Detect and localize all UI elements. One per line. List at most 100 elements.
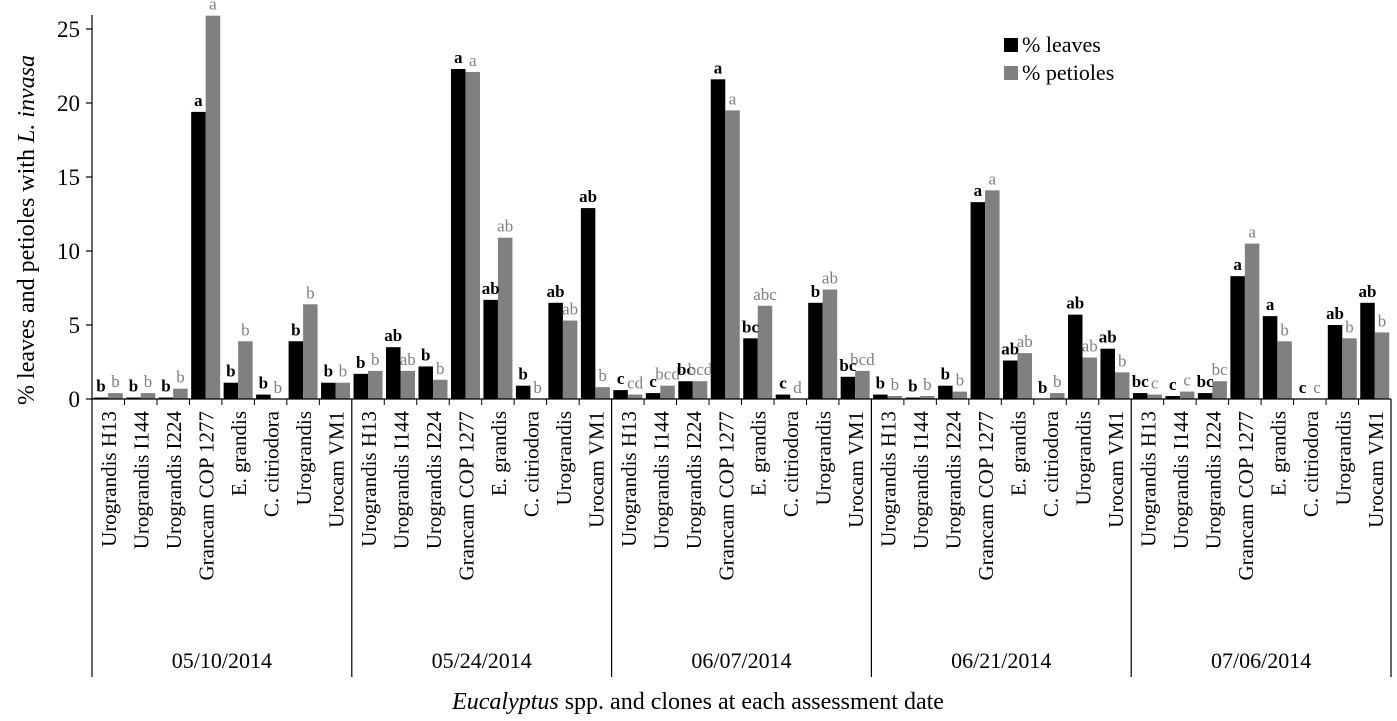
- letter-petioles: a: [209, 0, 217, 14]
- x-tick-label: Urocam VM1: [1364, 411, 1388, 528]
- bar-petioles: [1277, 341, 1292, 399]
- y-tick-label: 5: [69, 313, 81, 338]
- letter-petioles: b: [1118, 351, 1127, 370]
- letter-leaves: b: [129, 377, 138, 396]
- x-tick-label: Urograndis: [552, 411, 576, 505]
- bar-petioles: [1082, 357, 1097, 399]
- group-date-label: 05/10/2014: [172, 648, 272, 673]
- y-tick-label: 0: [69, 387, 81, 412]
- bar-petioles: [822, 289, 838, 399]
- bar-leaves: [1327, 325, 1343, 399]
- letter-petioles: ab: [400, 350, 416, 369]
- letter-petioles: a: [1248, 223, 1256, 242]
- bar-petioles: [173, 388, 188, 399]
- letter-petioles: b: [339, 362, 348, 381]
- bar-petioles: [627, 394, 643, 399]
- bar-petioles: [432, 379, 448, 399]
- letter-leaves: b: [518, 365, 527, 384]
- letter-leaves: ab: [482, 279, 500, 298]
- x-tick-label: Urograndis H13: [97, 411, 121, 547]
- letter-leaves: b: [876, 374, 885, 393]
- letter-leaves: b: [291, 320, 300, 339]
- letter-leaves: a: [714, 58, 723, 77]
- x-tick-label: Urograndis: [1071, 411, 1095, 505]
- bar-leaves: [645, 393, 661, 399]
- letter-petioles: b: [176, 368, 185, 387]
- x-tick-label: E. grandis: [1007, 411, 1031, 496]
- bar-leaves: [386, 347, 401, 399]
- x-tick-label: Urograndis: [1331, 411, 1355, 505]
- letter-petioles: c: [1151, 374, 1159, 393]
- x-tick-label: Urocam VM1: [844, 411, 868, 528]
- x-tick-label: Urograndis I144: [909, 411, 933, 550]
- bar-leaves: [1100, 348, 1115, 399]
- letter-petioles: ab: [562, 300, 578, 319]
- letter-leaves: a: [974, 181, 983, 200]
- bar-leaves: [256, 394, 271, 399]
- x-tick-label: Grancam COP 1277: [974, 411, 998, 581]
- letter-leaves: a: [454, 48, 463, 67]
- letter-petioles: bc: [1212, 360, 1229, 379]
- letter-leaves: b: [161, 377, 170, 396]
- bar-leaves: [613, 390, 628, 399]
- y-axis-title: % leaves and petioles with L. invasa: [14, 55, 40, 405]
- letter-leaves: c: [617, 369, 625, 388]
- bar-leaves: [840, 376, 856, 399]
- x-tick-labels: Urograndis H13 Urograndis I144 Urograndis …: [97, 410, 1388, 673]
- legend: % leaves % petioles: [1004, 32, 1114, 85]
- letter-leaves: b: [356, 353, 365, 372]
- bar-petioles: [757, 305, 773, 399]
- x-tick-label: C. citriodora: [1039, 410, 1063, 517]
- bar-petioles: [1114, 372, 1130, 399]
- bar-leaves: [450, 68, 466, 400]
- letter-petioles: b: [111, 372, 120, 391]
- letter-leaves: b: [941, 365, 950, 384]
- bar-leaves: [1230, 276, 1245, 399]
- bar-petioles: [1179, 391, 1195, 399]
- group-date-label: 06/07/2014: [691, 648, 791, 673]
- bar-petioles: [205, 15, 221, 400]
- x-tick-label: Grancam COP 1277: [195, 411, 219, 581]
- bar-leaves: [1132, 393, 1148, 399]
- bar-petioles: [692, 381, 708, 399]
- letter-leaves: bc: [742, 317, 759, 336]
- x-tick-label: Urograndis I224: [162, 411, 186, 550]
- group-date-label: 07/06/2014: [1211, 648, 1311, 673]
- x-tick-label: Urograndis I144: [130, 411, 154, 550]
- x-tick-label: Urograndis I144: [1169, 411, 1193, 550]
- group-date-label: 05/24/2014: [432, 648, 532, 673]
- bar-petioles: [108, 393, 123, 399]
- bar-petioles: [562, 320, 578, 399]
- letter-petioles: b: [1280, 320, 1289, 339]
- bar-petioles: [725, 110, 740, 400]
- bar-leaves: [548, 302, 563, 399]
- letter-leaves: ab: [1359, 282, 1377, 301]
- letter-petioles: c: [1313, 378, 1321, 397]
- letter-petioles: a: [989, 169, 997, 188]
- letter-petioles: b: [923, 375, 932, 394]
- bar-leaves: [158, 397, 174, 399]
- letter-leaves: b: [226, 362, 235, 381]
- letter-petioles: b: [1345, 317, 1354, 336]
- letter-petioles: b: [598, 366, 607, 385]
- bar-petioles: [952, 391, 968, 399]
- letter-leaves: ab: [579, 187, 597, 206]
- letter-petioles: ab: [1082, 337, 1098, 356]
- letter-leaves: a: [1266, 295, 1275, 314]
- x-tick-label: Urograndis I224: [1201, 411, 1225, 550]
- bar-leaves: [1197, 393, 1213, 399]
- x-tick-label: Urograndis I224: [682, 411, 706, 550]
- y-tick-label: 20: [57, 91, 80, 116]
- bar-petioles: [920, 396, 935, 399]
- letter-petioles: b: [306, 283, 315, 302]
- letter-petioles: ab: [1017, 332, 1033, 351]
- bar-petioles: [400, 370, 416, 399]
- legend-label: % petioles: [1022, 60, 1114, 85]
- x-tick-label: Urograndis H13: [357, 411, 381, 547]
- bar-leaves: [1262, 316, 1278, 399]
- bar-leaves: [938, 385, 953, 399]
- letter-leaves: bc: [1197, 372, 1214, 391]
- letter-leaves: ab: [1099, 328, 1117, 347]
- legend-swatch: [1004, 38, 1018, 52]
- letter-leaves: b: [96, 377, 105, 396]
